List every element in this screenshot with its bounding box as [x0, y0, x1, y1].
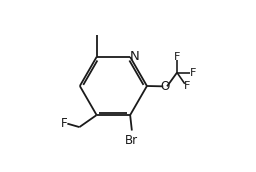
- Text: O: O: [161, 80, 170, 93]
- Text: Br: Br: [125, 134, 138, 147]
- Text: F: F: [190, 68, 196, 78]
- Text: F: F: [174, 52, 180, 62]
- Text: N: N: [130, 50, 140, 63]
- Text: F: F: [184, 81, 190, 91]
- Text: F: F: [61, 117, 68, 130]
